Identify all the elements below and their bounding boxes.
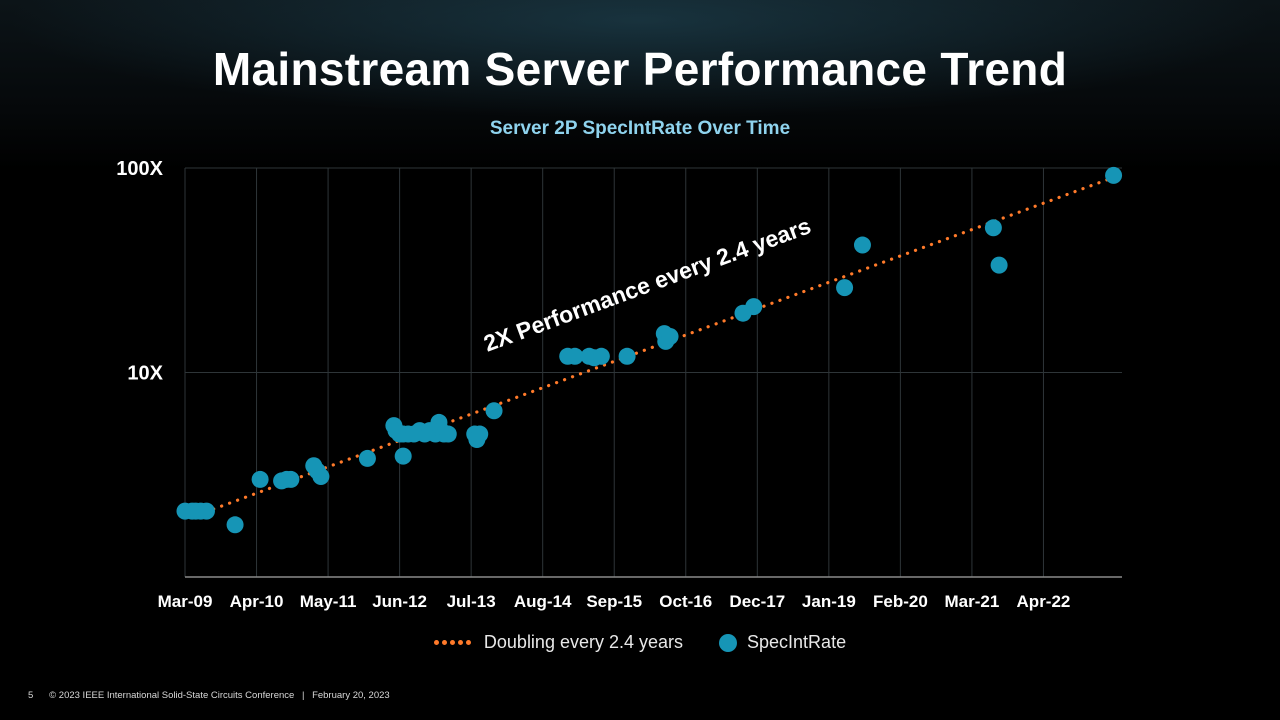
trend-annotation: 2X Performance every 2.4 years bbox=[480, 212, 814, 356]
footer-separator: | bbox=[301, 690, 305, 701]
data-point bbox=[485, 402, 503, 420]
data-point bbox=[836, 279, 854, 297]
page-number: 5 bbox=[28, 690, 34, 701]
data-point bbox=[566, 347, 584, 365]
data-point bbox=[661, 327, 679, 345]
trend-line bbox=[212, 175, 1116, 511]
copyright-text: © 2023 IEEE International Solid-State Ci… bbox=[49, 690, 295, 701]
x-tick-label: Feb-20 bbox=[873, 592, 928, 611]
x-tick-label: May-11 bbox=[300, 592, 357, 611]
legend-label-points: SpecIntRate bbox=[747, 632, 847, 652]
x-tick-label: Oct-16 bbox=[659, 592, 712, 611]
legend-label-trend: Doubling every 2.4 years bbox=[483, 632, 684, 652]
data-point bbox=[1105, 166, 1123, 184]
slide-footer: 5 © 2023 IEEE International Solid-State … bbox=[28, 690, 390, 701]
x-tick-label: Apr-10 bbox=[230, 592, 284, 611]
point-swatch bbox=[719, 633, 738, 652]
chart-title: Server 2P SpecIntRate Over Time bbox=[489, 118, 791, 139]
chart-legend: Doubling every 2.4 years SpecIntRate bbox=[0, 632, 1280, 653]
data-point bbox=[394, 447, 412, 465]
x-tick-label: Sep-15 bbox=[586, 592, 642, 611]
x-tick-label: Aug-14 bbox=[514, 592, 572, 611]
legend-item-trend: Doubling every 2.4 years bbox=[433, 632, 684, 653]
legend-item-points: SpecIntRate bbox=[719, 632, 846, 653]
x-tick-label: Mar-09 bbox=[158, 592, 213, 611]
data-point bbox=[358, 449, 376, 467]
trend-line-swatch bbox=[433, 639, 474, 646]
footer-date: February 20, 2023 bbox=[312, 690, 390, 701]
data-point bbox=[226, 516, 244, 534]
x-tick-label: Dec-17 bbox=[729, 592, 785, 611]
data-point bbox=[853, 236, 871, 254]
x-tick-label: Apr-22 bbox=[1017, 592, 1071, 611]
data-point bbox=[745, 298, 763, 316]
data-point bbox=[984, 219, 1002, 237]
data-point bbox=[618, 347, 636, 365]
data-point bbox=[312, 468, 330, 486]
x-tick-label: Mar-21 bbox=[945, 592, 1000, 611]
y-tick-label: 100X bbox=[116, 158, 163, 180]
data-point bbox=[251, 470, 269, 488]
y-tick-label: 10X bbox=[127, 363, 163, 385]
x-tick-label: Jan-19 bbox=[802, 592, 856, 611]
data-point bbox=[439, 425, 457, 443]
x-tick-label: Jun-12 bbox=[372, 592, 427, 611]
slide-title: Mainstream Server Performance Trend bbox=[212, 43, 1068, 95]
x-tick-label: Jul-13 bbox=[447, 592, 496, 611]
data-point bbox=[471, 425, 489, 443]
data-point bbox=[197, 502, 215, 520]
data-point bbox=[990, 256, 1008, 274]
data-point bbox=[592, 347, 610, 365]
data-point bbox=[282, 470, 300, 488]
